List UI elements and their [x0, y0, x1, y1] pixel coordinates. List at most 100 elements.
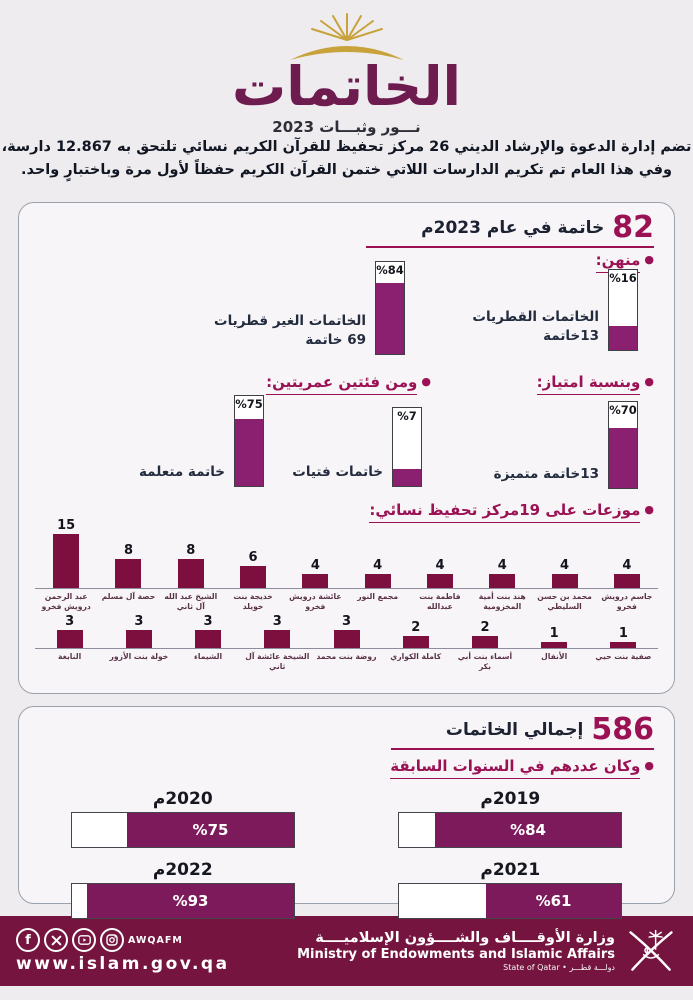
center-bar-value: 3	[65, 614, 75, 629]
panel2-header: 586 إجمالي الخاتمات	[390, 712, 654, 750]
excellent-bar: %70	[608, 401, 638, 489]
center-bar: 4	[596, 558, 658, 588]
center-bar-fill	[610, 642, 637, 648]
girls-bar-label: خاتمات فتيات	[292, 464, 383, 481]
center-bar-fill	[53, 534, 80, 588]
girls-bar: %7	[392, 407, 422, 487]
center-bar: 6	[222, 550, 284, 588]
center-bar-label: روضة بنت محمد	[316, 652, 377, 661]
center-bar-fill	[541, 642, 568, 648]
educated-bar-label: خاتمة متعلمة	[138, 464, 225, 481]
social-handle: AWQAFM	[128, 934, 183, 946]
center-bar-value: 2	[411, 620, 421, 635]
center-bar: 8	[160, 543, 222, 588]
center-bar-fill	[402, 636, 429, 648]
intro-paragraph: تضم إدارة الدعوة والإرشاد الديني 26 مركز…	[0, 136, 693, 192]
center-bar-fill	[195, 630, 222, 648]
bar-group-excellent: %70 13خاتمة متميزة	[494, 401, 638, 489]
year-bar-track: %61	[398, 883, 623, 919]
year-label: 2020م	[152, 789, 213, 809]
ministry-text: وزارة الأوقــــاف والشــــؤون الإسلاميــ…	[297, 930, 615, 972]
youtube-icon[interactable]	[72, 928, 96, 952]
center-bar-fill	[240, 566, 267, 588]
center-bar-value: 4	[497, 557, 507, 573]
section-previous-years: ●وكان عددهم في السنوات السابقة	[390, 757, 654, 779]
center-bar-value: 3	[203, 614, 213, 629]
qatar-emblem-icon	[629, 929, 673, 971]
header: الخاتمات نـــور وثبـــات 2023	[0, 0, 693, 136]
center-bar-label: عائشة درويش فخرو	[289, 592, 342, 612]
ministry-name-en: Ministry of Endowments and Islamic Affai…	[297, 947, 615, 962]
center-bar: 2	[381, 620, 450, 648]
center-bar-fill	[426, 573, 453, 588]
qatari-bar: %16	[608, 269, 638, 351]
website-url[interactable]: www.islam.gov.qa	[16, 954, 230, 974]
center-bar-label: كاملة الكواري	[390, 652, 442, 661]
center-bar-value: 4	[622, 557, 632, 573]
panel2-title: إجمالي الخاتمات	[445, 720, 584, 740]
center-bar-label: خديجة بنت خويلد	[233, 592, 273, 612]
center-bar-label: حصة آل مسلم	[101, 592, 156, 601]
year-bar-percent: %84	[510, 821, 546, 839]
intro-line-2: وفي هذا العام تم تكريم الدارسات اللاتي خ…	[20, 162, 673, 179]
state-of-qatar-line: State of Qatar • دولـــة قطـــر	[503, 963, 615, 972]
section-age-groups: ●ومن فئتين عمريتين:	[266, 373, 431, 395]
year-bar-track: %84	[398, 812, 623, 848]
panel-total-khatimat: 586 إجمالي الخاتمات ●وكان عددهم في السنو…	[18, 706, 675, 919]
bar-group-qatari: %16 الخاتمات القطريات 13خاتمة	[472, 269, 638, 351]
center-bar: 1	[520, 626, 589, 648]
year-label: 2019م	[480, 789, 541, 809]
center-bar: 4	[409, 558, 471, 588]
center-bar-fill	[613, 573, 640, 588]
center-bar-value: 4	[310, 557, 320, 573]
ministry-block: وزارة الأوقــــاف والشــــؤون الإسلاميــ…	[297, 925, 677, 977]
center-bar-label: صفية بنت حيي	[595, 652, 652, 661]
center-bar-value: 15	[57, 518, 76, 533]
non-qatari-bar: %84	[375, 261, 405, 355]
center-bar-fill	[177, 559, 204, 588]
instagram-icon[interactable]	[100, 928, 124, 952]
qatari-bar-label: الخاتمات القطريات 13خاتمة	[472, 308, 599, 345]
center-bar-label: أسماء بنت أبي بكر	[457, 652, 513, 672]
center-bar-label: الشيخ عبد الله آل ثاني	[164, 592, 218, 612]
center-bar-label: محمد بن حسن السليطي	[537, 592, 592, 612]
years-chart: 2019م %84 2020م %75 2021م %61 2022م %93	[49, 789, 644, 919]
year-bar-2019: 2019م %84	[377, 789, 645, 848]
center-bar: 4	[533, 558, 595, 588]
center-bar: 3	[104, 614, 173, 648]
center-bar-value: 4	[560, 557, 570, 573]
center-bar-label: هند بنت أمية المخزومية	[478, 592, 526, 612]
year-bar-track: %75	[70, 812, 295, 848]
bar-group-educated: %75 خاتمة متعلمة	[139, 395, 264, 487]
center-bar-value: 1	[549, 626, 559, 641]
x-icon[interactable]	[44, 928, 68, 952]
center-bar-label: فاطمة بنت عبدالله	[419, 592, 461, 612]
year-bar-fill	[434, 813, 622, 847]
center-bar: 3	[312, 614, 381, 648]
center-bar-fill	[56, 630, 83, 648]
footer-social-block: f AWQAFM www.islam.gov.qa	[16, 928, 230, 974]
center-bar-label: الأنفال	[541, 652, 568, 661]
year-bar-fill	[127, 813, 294, 847]
center-bar: 3	[173, 614, 242, 648]
center-bar-value: 8	[123, 543, 133, 559]
center-bar-label: عبد الرحمن درويش فخرو	[41, 592, 91, 612]
center-bar-value: 3	[134, 614, 144, 629]
center-bar-fill	[489, 573, 516, 588]
facebook-icon[interactable]: f	[16, 928, 40, 952]
intro-line-1: تضم إدارة الدعوة والإرشاد الديني 26 مركز…	[1, 139, 692, 155]
center-bar-value: 3	[272, 614, 282, 629]
center-bar-value: 4	[373, 557, 383, 573]
center-bar-fill	[471, 636, 498, 648]
center-bar-value: 3	[341, 614, 352, 629]
year-bar-2021: 2021م %61	[377, 860, 645, 919]
center-bar-value: 8	[186, 543, 196, 559]
count-586: 586	[591, 712, 654, 747]
center-bar: 8	[97, 543, 159, 588]
bullet-icon: ●	[644, 759, 654, 772]
centers-chart-row-2: 1 1 2 2 3 3 3 3 3 صفية بنت حيي الأنفال أسماء بنت أ…	[35, 609, 658, 673]
center-bar: 2	[450, 620, 519, 648]
gold-rays-ornament	[289, 13, 404, 60]
panel-2023-khatimat: 82 خاتمة في عام 2023م ●منهن: %16 الخاتما…	[18, 202, 675, 694]
center-bar-label: خولة بنت الأزور	[109, 652, 169, 661]
